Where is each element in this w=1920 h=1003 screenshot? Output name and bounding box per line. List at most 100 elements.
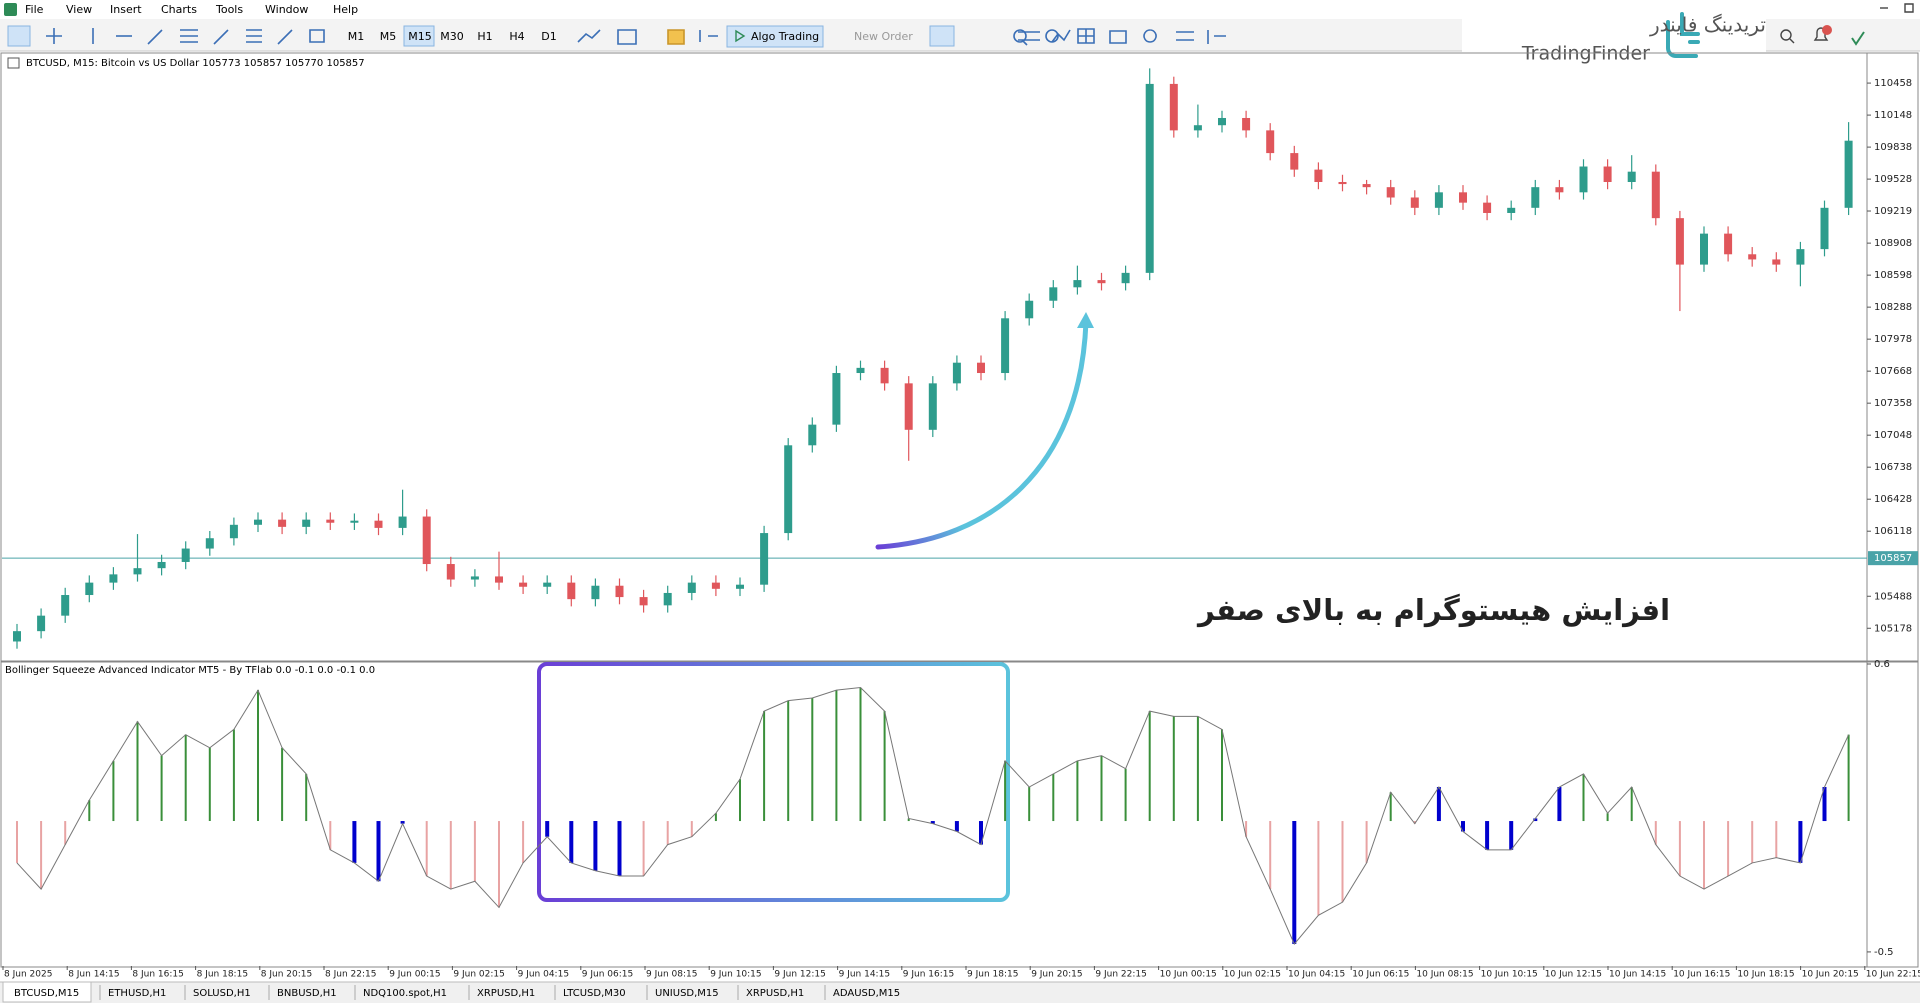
tab-label[interactable]: XRPUSD,H1: [477, 988, 535, 999]
candle-body: [1483, 202, 1492, 213]
timeframe-button[interactable]: M5: [380, 30, 397, 43]
arrow-head: [1077, 312, 1094, 328]
tab-label[interactable]: BNBUSD,H1: [277, 988, 337, 999]
candle-body: [422, 516, 431, 565]
x-tick-label: 9 Jun 06:15: [582, 970, 633, 980]
x-tick-label: 10 Jun 18:15: [1737, 970, 1794, 980]
menu-item[interactable]: Window: [265, 3, 308, 16]
candle-body: [1748, 254, 1757, 260]
tab-label[interactable]: BTCUSD,M15: [14, 988, 79, 999]
x-tick-label: 10 Jun 08:15: [1416, 970, 1473, 980]
candle-body: [1338, 182, 1347, 185]
histogram-outline: [16, 687, 1850, 946]
tab-label[interactable]: LTCUSD,M30: [563, 988, 626, 999]
candle-body: [1579, 166, 1588, 193]
drawing-tools: [46, 28, 1226, 46]
x-tick-label: 10 Jun 10:15: [1481, 970, 1538, 980]
x-tick-label: 9 Jun 04:15: [518, 970, 569, 980]
timeframe-button[interactable]: M30: [440, 30, 464, 43]
candle-body: [1121, 272, 1130, 284]
candle-body: [1675, 218, 1684, 265]
candle-body: [615, 585, 624, 598]
candle-body: [350, 520, 359, 523]
x-tick-label: 10 Jun 22:15: [1866, 970, 1920, 980]
menu-item[interactable]: File: [25, 3, 44, 16]
y-tick-label: 109838: [1874, 142, 1912, 153]
menu-item[interactable]: Charts: [161, 3, 197, 16]
x-tick-label: 9 Jun 16:15: [903, 970, 954, 980]
candle-body: [760, 533, 769, 585]
logo-persian: تریدینگ فایندر: [1649, 13, 1766, 37]
active-tab[interactable]: [2, 981, 92, 1003]
candle-body: [61, 595, 70, 616]
algo-trading-button[interactable]: [726, 25, 824, 48]
logo-panel: [1462, 0, 1766, 84]
x-tick-label: 9 Jun 02:15: [453, 970, 504, 980]
candle-body: [181, 548, 190, 562]
x-tick-label: 10 Jun 20:15: [1802, 970, 1859, 980]
y-tick-label: 108908: [1874, 238, 1912, 249]
y-tick-label: -0.5: [1874, 947, 1894, 958]
timeframe-button[interactable]: H4: [509, 30, 524, 43]
y-tick-label: 106738: [1874, 462, 1912, 473]
menu-item[interactable]: Tools: [215, 3, 243, 16]
timeframe-button[interactable]: D1: [541, 30, 556, 43]
cursor-tool[interactable]: [7, 25, 31, 47]
x-tick-label: 9 Jun 18:15: [967, 970, 1018, 980]
chart-header: BTCUSD, M15: Bitcoin vs US Dollar 105773…: [26, 58, 365, 69]
candle-body: [977, 362, 985, 374]
menu-item[interactable]: Help: [333, 3, 358, 16]
y-tick-label: 108598: [1874, 270, 1912, 281]
candle-body: [1627, 171, 1636, 183]
y-tick-label: 106118: [1874, 526, 1912, 537]
x-tick-label: 10 Jun 06:15: [1352, 970, 1409, 980]
candle-body: [1772, 259, 1781, 265]
candle-body: [1049, 287, 1058, 301]
candle-body: [1362, 184, 1371, 188]
tab-label[interactable]: ETHUSD,H1: [108, 988, 166, 999]
candle-body: [543, 582, 552, 587]
candle-body: [928, 383, 937, 430]
timeframe-button[interactable]: M1: [348, 30, 365, 43]
tab-label[interactable]: XRPUSD,H1: [746, 988, 804, 999]
x-tick-label: 10 Jun 02:15: [1224, 970, 1281, 980]
tab-label[interactable]: ADAUSD,M15: [833, 988, 900, 999]
menu-bar: [0, 0, 1920, 19]
tab-label[interactable]: NDQ100.spot,H1: [363, 988, 447, 999]
candle-body: [1844, 140, 1853, 208]
chart-type-button[interactable]: [929, 25, 955, 47]
price-pane-frame: [0, 52, 1919, 662]
indicator-pane-frame: [0, 661, 1919, 968]
candle-body: [1193, 125, 1202, 131]
candle-body: [398, 516, 407, 528]
candle-body: [1410, 197, 1419, 208]
tab-label[interactable]: UNIUSD,M15: [655, 988, 719, 999]
y-tick-label: 109528: [1874, 174, 1912, 185]
new-order-label[interactable]: New Order: [854, 30, 913, 43]
candle-body: [1145, 83, 1154, 273]
candle-body: [1796, 249, 1805, 265]
y-tick-label: 110148: [1874, 110, 1912, 121]
x-tick-label: 8 Jun 22:15: [325, 970, 376, 980]
menu-item[interactable]: View: [66, 3, 92, 16]
timeframe-active: [403, 25, 435, 47]
candle-body: [446, 564, 455, 580]
timeframe-button[interactable]: H1: [477, 30, 492, 43]
arrow-annotation: [875, 319, 1089, 550]
menu-item[interactable]: Insert: [110, 3, 142, 16]
indicator-header: Bollinger Squeeze Advanced Indicator MT5…: [5, 665, 375, 676]
algo-trading-label[interactable]: Algo Trading: [751, 30, 819, 43]
tab-label[interactable]: SOLUSD,H1: [193, 988, 251, 999]
annotation-text: افزایش هیستوگرام به بالای صفر: [1196, 593, 1670, 627]
candle-body: [1242, 117, 1251, 131]
candle-body: [1434, 192, 1443, 208]
candle-body: [205, 538, 214, 549]
candle-body: [832, 373, 841, 425]
x-tick-label: 8 Jun 20:15: [261, 970, 312, 980]
candle-body: [495, 576, 503, 583]
x-tick-label: 8 Jun 14:15: [68, 970, 119, 980]
timeframe-button[interactable]: M15: [408, 30, 432, 43]
candle-body: [1025, 300, 1034, 319]
x-tick-label: 9 Jun 14:15: [839, 970, 890, 980]
candle-body: [663, 592, 672, 606]
